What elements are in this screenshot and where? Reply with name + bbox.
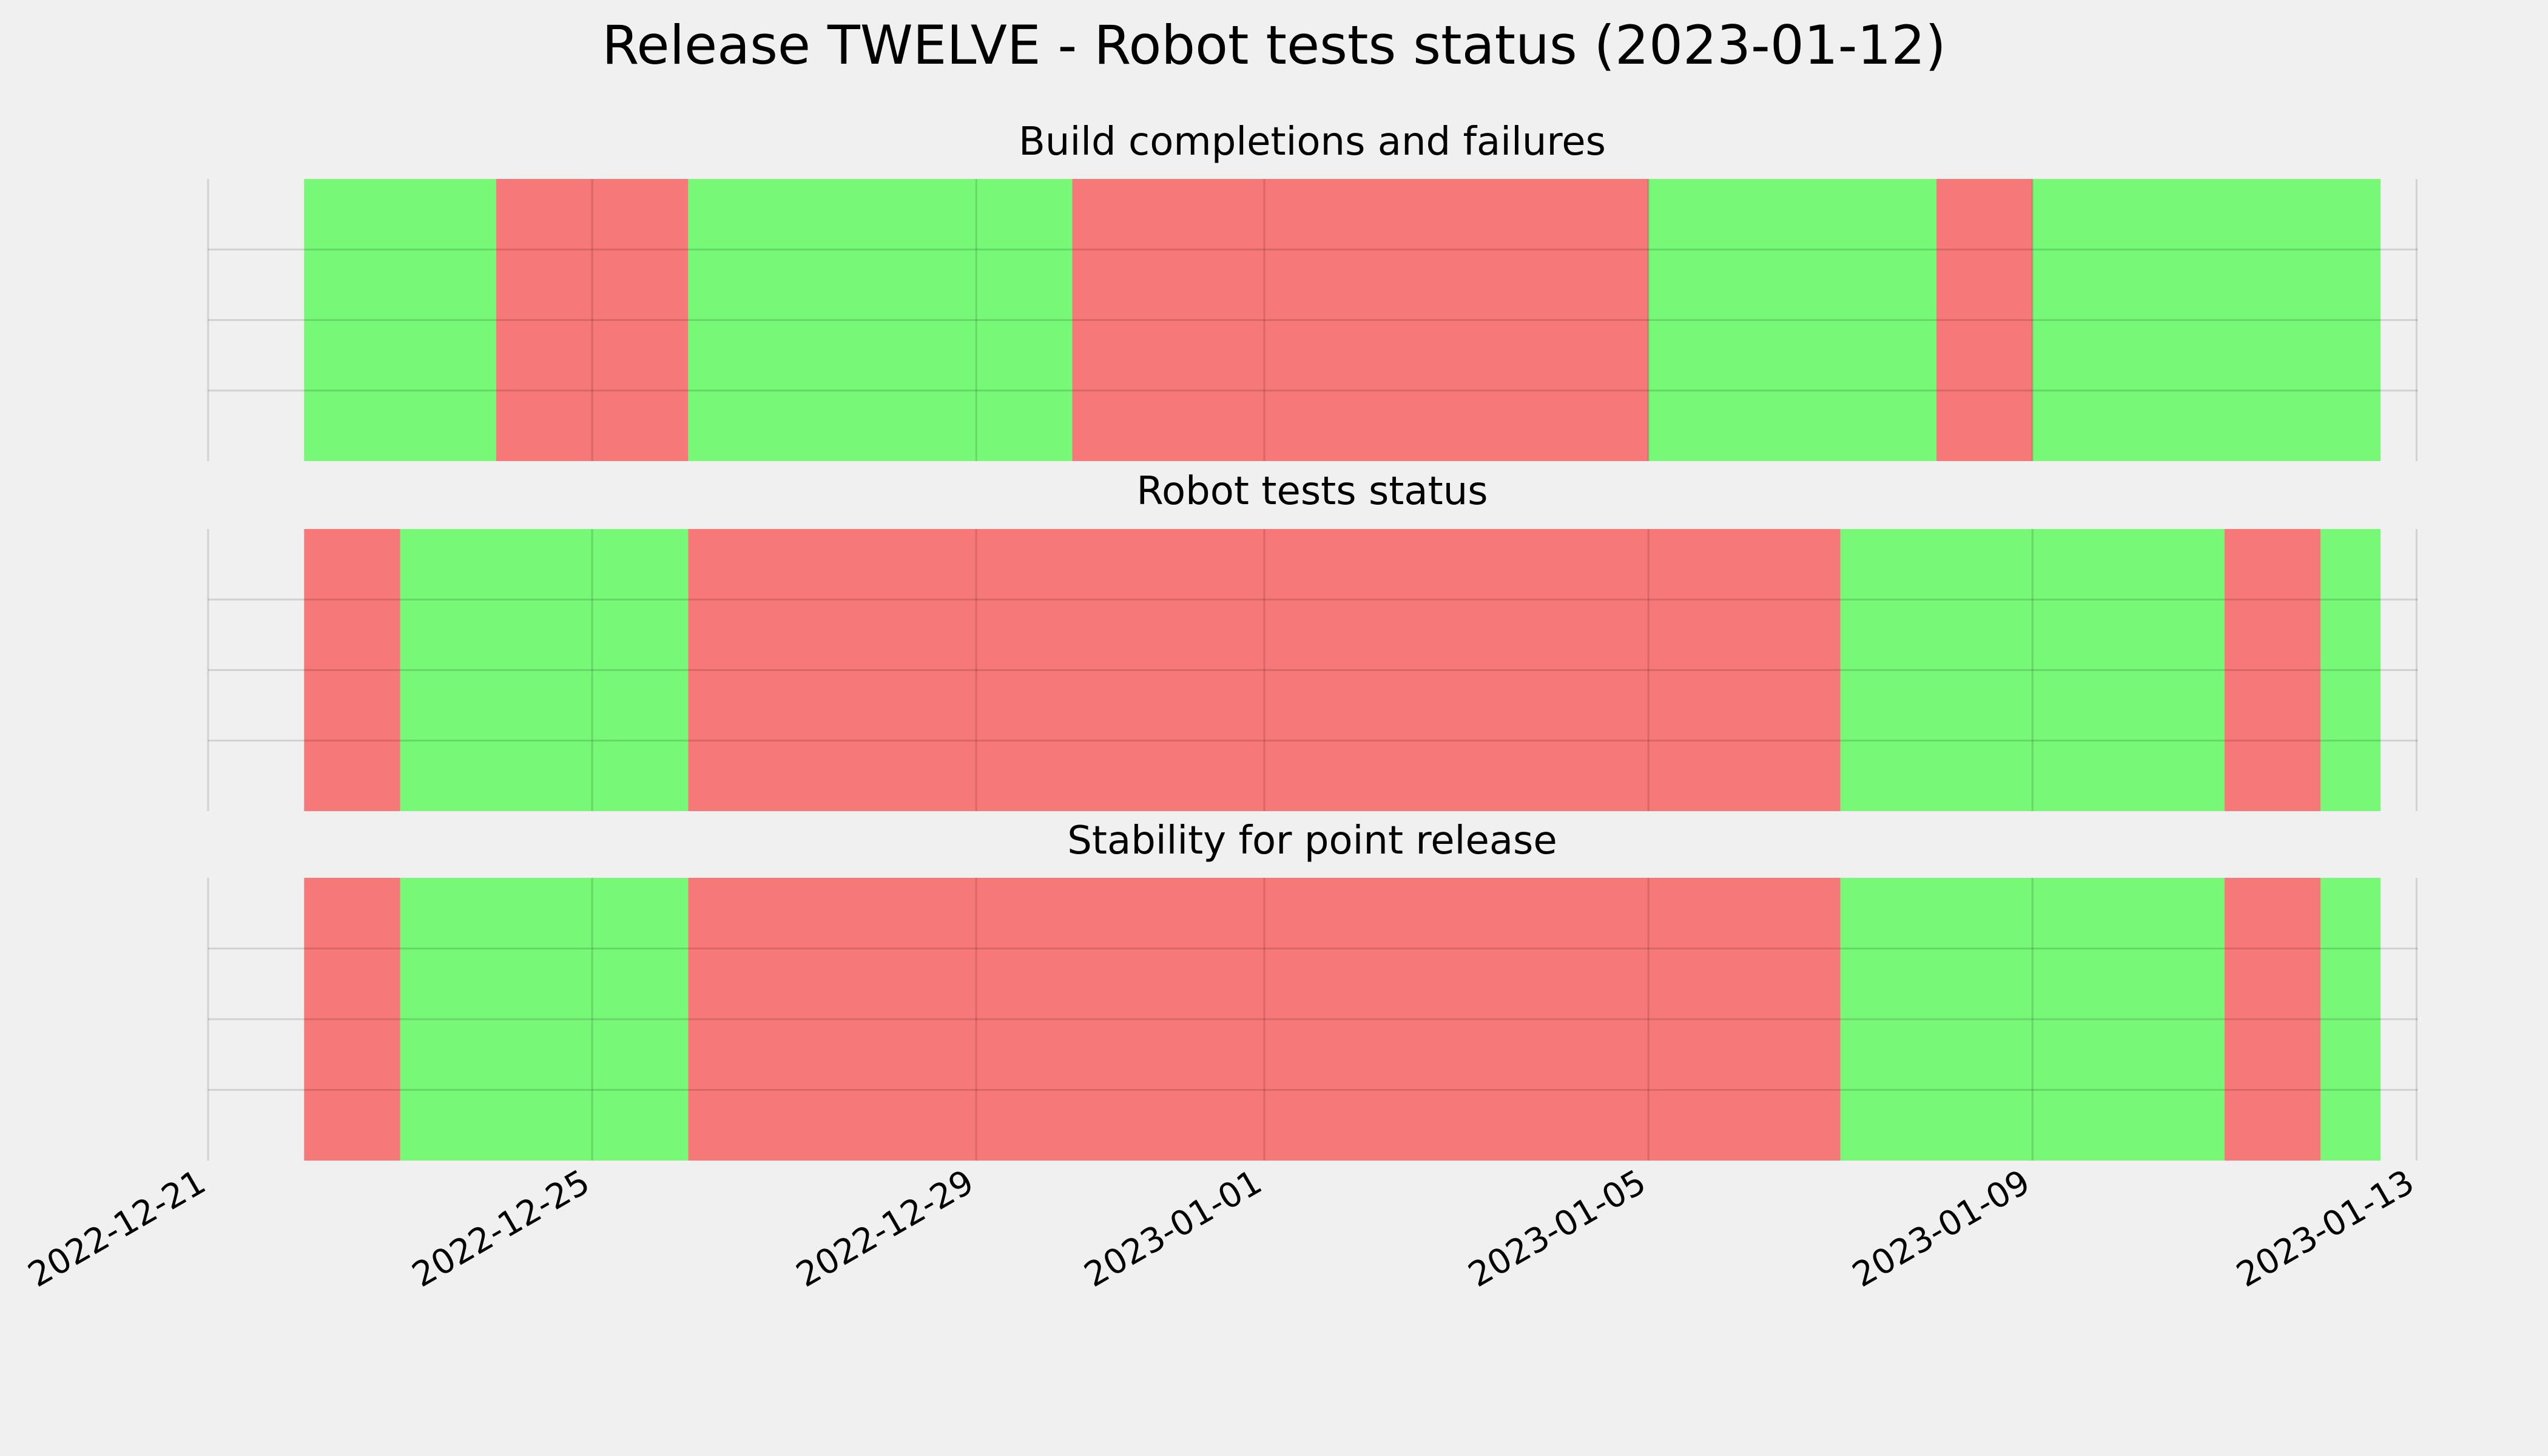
- panel-2: Robot tests status: [207, 469, 2418, 811]
- status-segment-pass: [2320, 878, 2381, 1161]
- status-segment-fail: [496, 179, 689, 461]
- status-segment-fail: [2224, 878, 2321, 1161]
- status-segment-pass: [304, 179, 496, 461]
- status-segment-fail: [304, 529, 400, 811]
- panel-title: Robot tests status: [1136, 469, 1488, 514]
- status-segment-fail: [688, 529, 1841, 811]
- status-segment-fail: [1072, 179, 1649, 461]
- status-segment-fail: [1936, 179, 2033, 461]
- status-segment-pass: [1840, 529, 2225, 811]
- status-segment-fail: [2224, 529, 2321, 811]
- status-segment-pass: [688, 179, 1073, 461]
- status-segment-pass: [2320, 529, 2381, 811]
- status-segment-fail: [688, 878, 1841, 1161]
- status-segment-pass: [2032, 179, 2381, 461]
- chart-title: Release TWELVE - Robot tests status (202…: [602, 14, 1946, 76]
- status-segment-pass: [1840, 878, 2225, 1161]
- panel-title: Stability for point release: [1067, 818, 1557, 863]
- status-segment-pass: [1648, 179, 1936, 461]
- panel-1: Build completions and failures: [207, 120, 2418, 461]
- panels: Build completions and failures Robot test…: [207, 120, 2418, 1161]
- panel-3: Stability for point release: [207, 818, 2418, 1161]
- status-segment-pass: [400, 878, 689, 1161]
- status-segment-fail: [304, 878, 400, 1161]
- status-segment-pass: [400, 529, 689, 811]
- panel-title: Build completions and failures: [1019, 120, 1606, 164]
